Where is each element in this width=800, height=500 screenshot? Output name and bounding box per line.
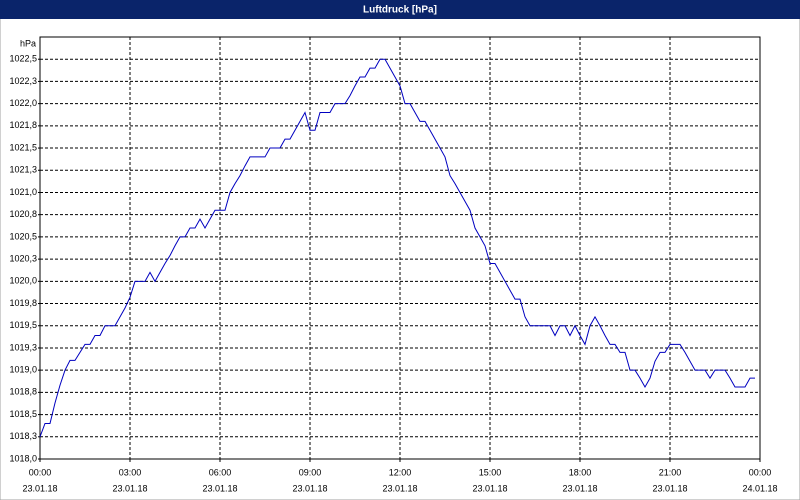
y-tick-label: 1019,5	[9, 320, 37, 330]
y-tick-label: 1018,0	[9, 453, 37, 463]
y-tick-label: 1020,8	[9, 209, 37, 219]
data-line	[39, 58, 755, 437]
y-tick-label: 1022,0	[9, 98, 37, 108]
x-tick-date: 23.01.18	[382, 483, 417, 493]
x-tick-label: 15:00	[479, 467, 502, 477]
x-tick-label: 06:00	[209, 467, 232, 477]
y-tick-label: 1019,3	[9, 342, 37, 352]
x-tick-label: 18:00	[569, 467, 592, 477]
plot-frame	[39, 36, 761, 460]
x-tick-label: 03:00	[119, 467, 142, 477]
x-tick-date: 23.01.18	[472, 483, 507, 493]
x-tick-label: 12:00	[389, 467, 412, 477]
y-tick-label: 1021,3	[9, 165, 37, 175]
x-tick-date: 23.01.18	[292, 483, 327, 493]
y-tick-label: 1021,5	[9, 142, 37, 152]
x-tick-date: 23.01.18	[22, 483, 57, 493]
title-bar	[0, 0, 800, 19]
y-tick-label: 1018,5	[9, 409, 37, 419]
x-tick-label: 00:00	[749, 467, 772, 477]
chart-title: Luftdruck [hPa]	[363, 5, 437, 16]
y-tick-label: 1020,5	[9, 231, 37, 241]
y-tick-label: 1020,3	[9, 253, 37, 263]
y-tick-label: 1021,8	[9, 120, 37, 130]
y-tick-label: 1019,8	[9, 298, 37, 308]
y-tick-label: 1021,0	[9, 187, 37, 197]
x-tick-date: 23.01.18	[202, 483, 237, 493]
y-axis-unit: hPa	[20, 38, 36, 48]
x-tick-label: 21:00	[659, 467, 682, 477]
y-tick-label: 1022,5	[9, 54, 37, 64]
x-tick-date: 23.01.18	[112, 483, 147, 493]
y-tick-label: 1022,3	[9, 76, 37, 86]
y-tick-label: 1018,3	[9, 431, 37, 441]
x-tick-date: 23.01.18	[562, 483, 597, 493]
y-tick-label: 1020,0	[9, 276, 37, 286]
y-tick-label: 1018,8	[9, 387, 37, 397]
x-tick-date: 23.01.18	[652, 483, 687, 493]
x-tick-label: 00:00	[29, 467, 52, 477]
x-tick-date: 24.01.18	[742, 483, 777, 493]
y-tick-label: 1019,0	[9, 365, 37, 375]
x-tick-label: 09:00	[299, 467, 322, 477]
